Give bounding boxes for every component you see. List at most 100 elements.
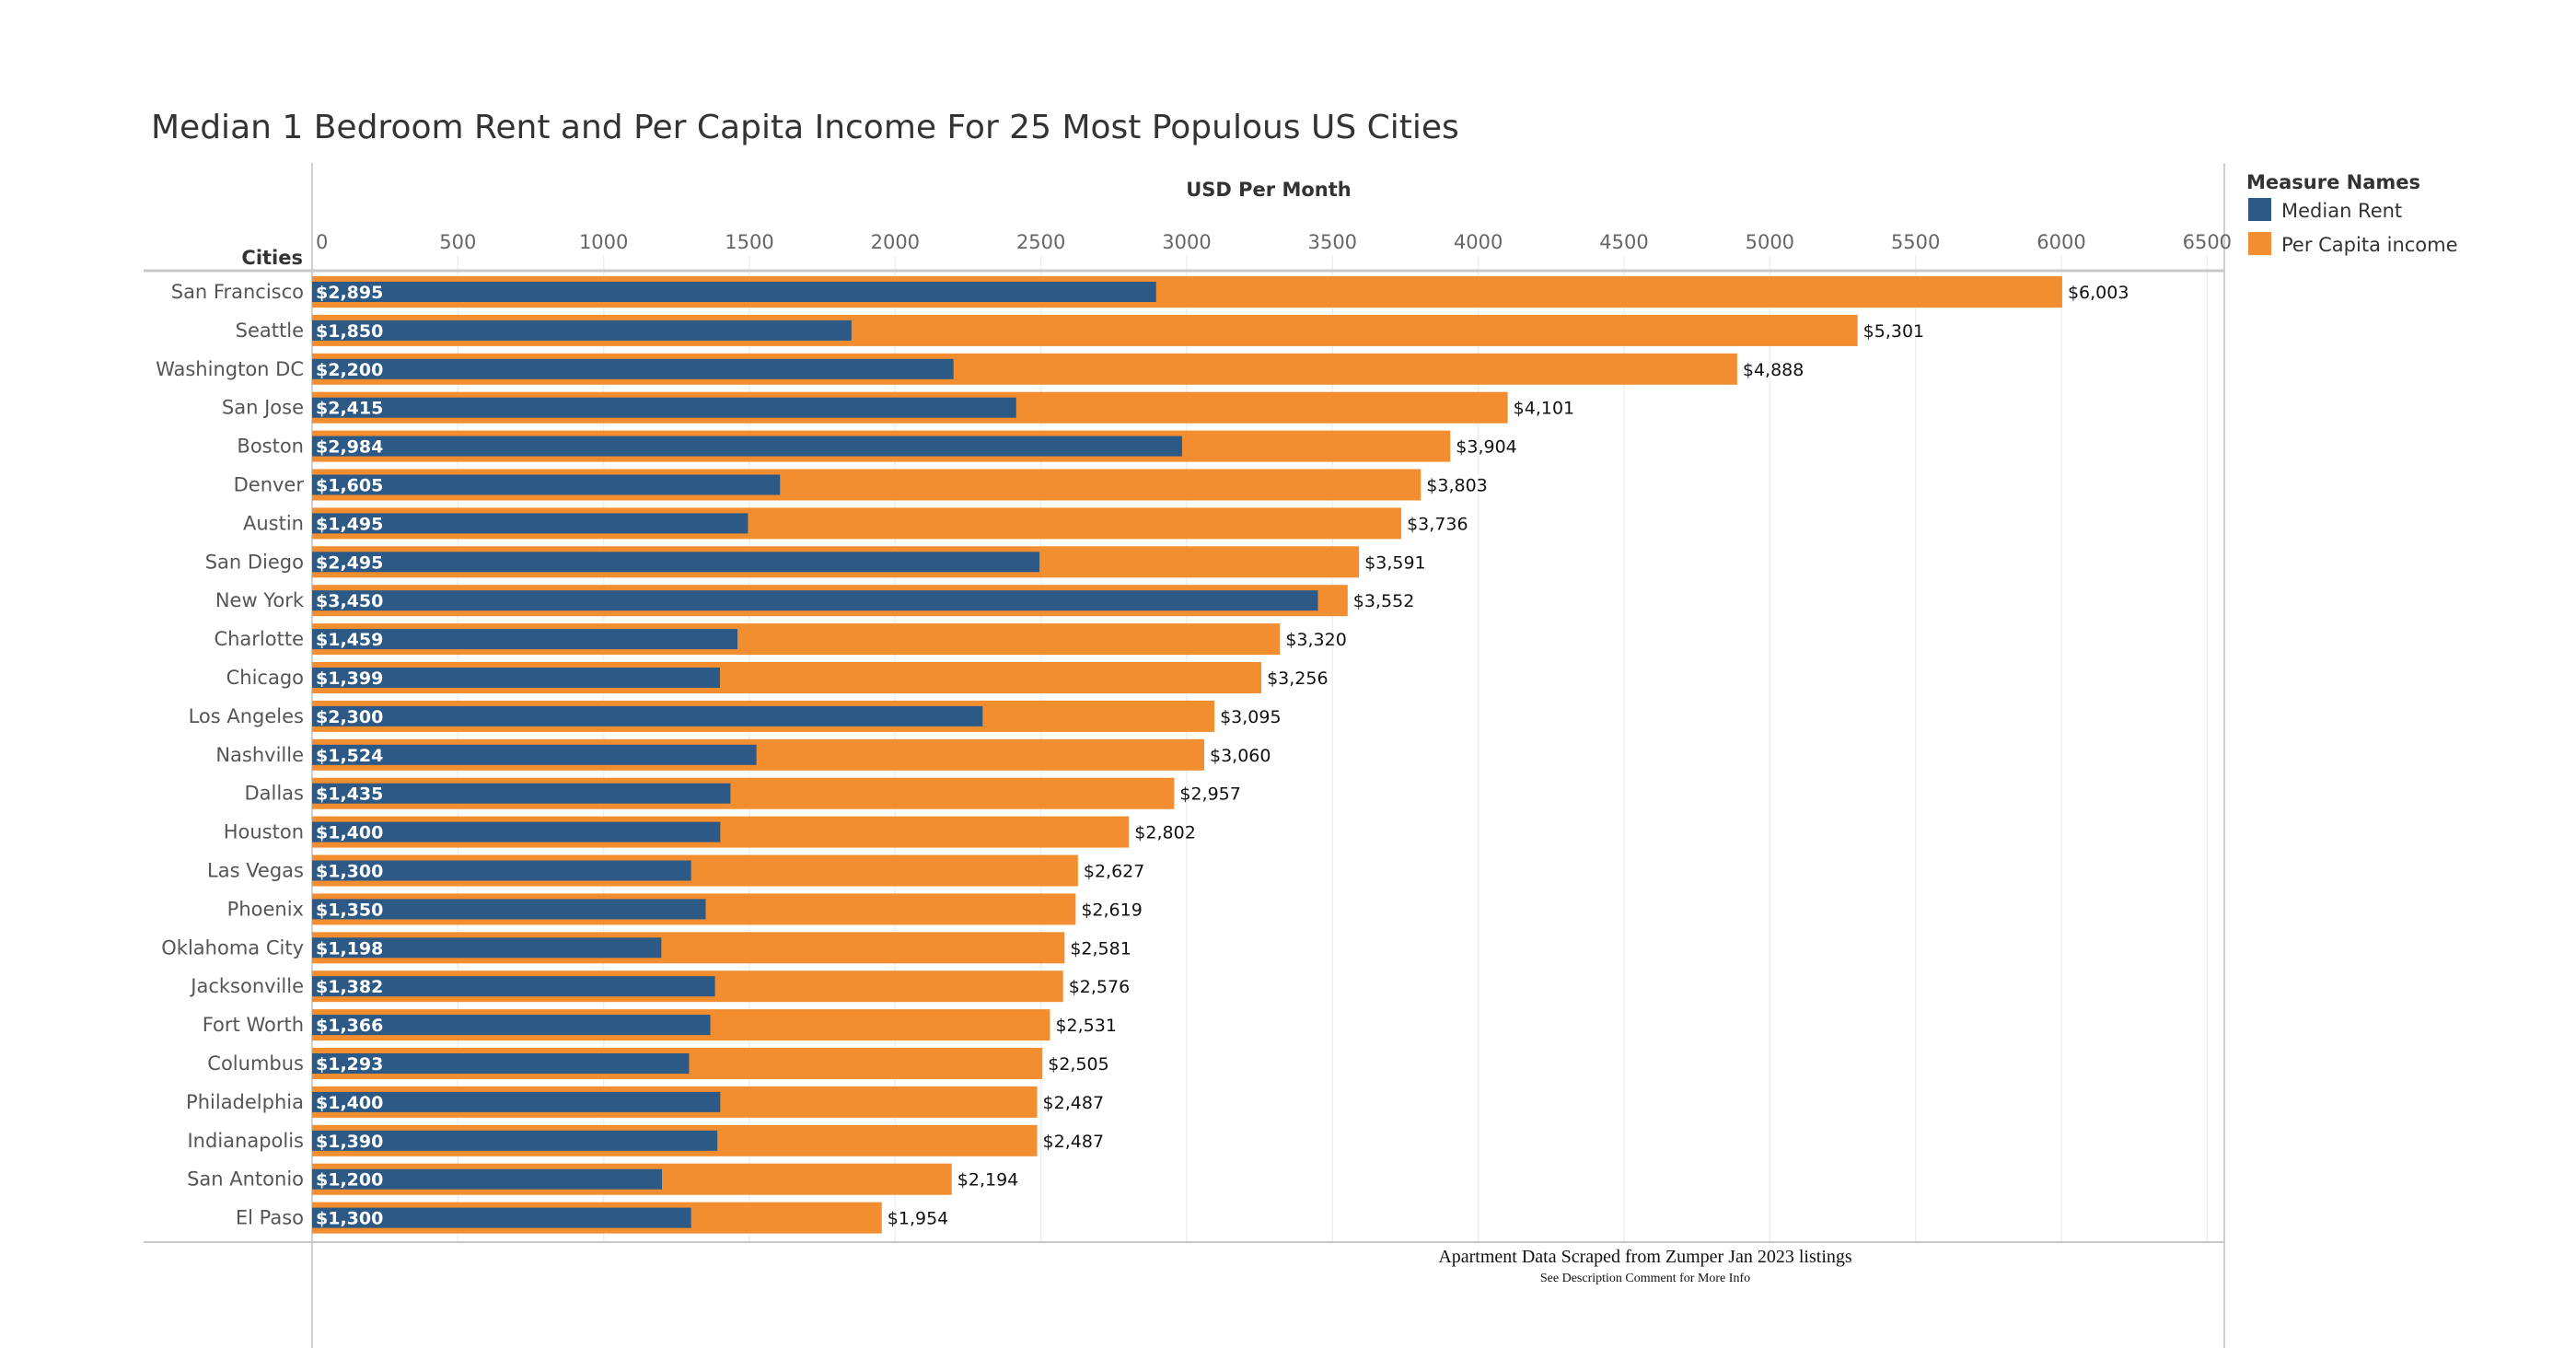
- bar-row[interactable]: $2,984 $3,904: [312, 430, 1517, 462]
- data-label-per-capita-income: $4,101: [1514, 399, 1574, 419]
- bar-row[interactable]: $1,293 $2,505: [312, 1048, 1109, 1079]
- bar-row[interactable]: $1,300 $1,954: [312, 1202, 948, 1234]
- bar-row[interactable]: $1,382 $2,576: [312, 970, 1130, 1003]
- data-label-per-capita-income: $2,487: [1043, 1132, 1104, 1152]
- y-category-label: Charlotte: [214, 628, 304, 650]
- x-tick-label: 1500: [725, 231, 773, 253]
- x-tick-label: 2000: [871, 231, 920, 253]
- data-label-per-capita-income: $3,095: [1220, 707, 1281, 727]
- bar-row[interactable]: $1,400 $2,487: [312, 1086, 1104, 1118]
- data-label-per-capita-income: $3,552: [1353, 591, 1414, 611]
- data-label-per-capita-income: $2,531: [1055, 1016, 1116, 1036]
- bar-median-rent[interactable]: [312, 783, 731, 804]
- bar-row[interactable]: $2,300 $3,095: [312, 700, 1282, 732]
- legend-swatch-per-capita-income[interactable]: [2248, 232, 2271, 255]
- y-category-label: Los Angeles: [189, 705, 304, 727]
- y-category-label: Philadelphia: [186, 1091, 304, 1113]
- bar-row[interactable]: $1,524 $3,060: [312, 738, 1271, 771]
- data-label-median-rent: $1,524: [316, 746, 383, 766]
- legend-label-per-capita-income[interactable]: Per Capita income: [2281, 234, 2458, 256]
- x-tick-label: 6500: [2183, 231, 2232, 253]
- data-label-median-rent: $1,399: [316, 668, 383, 689]
- bar-row[interactable]: $1,399 $3,256: [312, 662, 1329, 693]
- bar-row[interactable]: $1,605 $3,803: [312, 469, 1488, 501]
- legend-title: Measure Names: [2246, 171, 2420, 193]
- data-label-median-rent: $1,435: [316, 784, 383, 805]
- data-label-median-rent: $1,400: [316, 823, 383, 843]
- bar-row[interactable]: $2,495 $3,591: [312, 546, 1426, 578]
- y-category-label: El Paso: [236, 1207, 304, 1229]
- bar-median-rent[interactable]: [312, 590, 1318, 611]
- bar-row[interactable]: $1,366 $2,531: [312, 1009, 1117, 1041]
- x-tick-label: 6000: [2036, 231, 2085, 253]
- bar-median-rent[interactable]: [312, 1207, 691, 1228]
- data-label-median-rent: $1,459: [316, 630, 383, 650]
- bar-median-rent[interactable]: [312, 552, 1040, 573]
- bar-row[interactable]: $2,200 $4,888: [312, 353, 1804, 385]
- y-category-label: Phoenix: [227, 898, 304, 920]
- chart-title: Median 1 Bedroom Rent and Per Capita Inc…: [151, 109, 1459, 146]
- y-category-label: San Francisco: [171, 281, 304, 303]
- bar-median-rent[interactable]: [312, 821, 721, 842]
- bar-median-rent[interactable]: [312, 705, 983, 726]
- bar-row[interactable]: $1,300 $2,627: [312, 854, 1144, 887]
- bars: $2,895 $6,003 $1,850 $5,301 $2,200 $4,888 $2,4…: [312, 276, 2129, 1234]
- x-tick-label: 5000: [1746, 231, 1794, 253]
- y-category-label: San Antonio: [187, 1168, 304, 1191]
- bar-row[interactable]: $1,390 $2,487: [312, 1124, 1104, 1156]
- bar-median-rent[interactable]: [312, 513, 748, 534]
- data-label-median-rent: $2,200: [316, 360, 383, 380]
- legend-swatch-median-rent[interactable]: [2248, 198, 2271, 221]
- bar-row[interactable]: $1,495 $3,736: [312, 507, 1468, 540]
- bar-median-rent[interactable]: [312, 436, 1182, 457]
- data-label-median-rent: $2,415: [316, 399, 383, 419]
- category-labels: San Francisco Seattle Washington DC San Jos…: [156, 281, 305, 1229]
- bar-row[interactable]: $1,198 $2,581: [312, 932, 1131, 964]
- bar-median-rent[interactable]: [312, 1130, 718, 1151]
- data-label-per-capita-income: $1,954: [888, 1209, 948, 1229]
- bar-median-rent[interactable]: [312, 1015, 711, 1036]
- data-label-per-capita-income: $2,194: [957, 1170, 1018, 1191]
- data-label-median-rent: $1,382: [316, 977, 383, 997]
- bar-row[interactable]: $1,400 $2,802: [312, 816, 1196, 848]
- bar-median-rent[interactable]: [312, 1091, 721, 1112]
- bar-median-rent[interactable]: [312, 860, 691, 881]
- data-label-per-capita-income: $5,301: [1863, 321, 1924, 342]
- data-label-median-rent: $1,495: [316, 514, 383, 534]
- bar-median-rent[interactable]: [312, 282, 1156, 302]
- bar-row[interactable]: $1,435 $2,957: [312, 777, 1241, 809]
- x-tick-label: 3500: [1308, 231, 1357, 253]
- legend-label-median-rent[interactable]: Median Rent: [2281, 200, 2402, 222]
- legend: Measure Names Median Rent Per Capita inc…: [2246, 171, 2458, 256]
- bar-median-rent[interactable]: [312, 976, 715, 997]
- data-label-median-rent: $2,984: [316, 437, 383, 458]
- x-tick-label: 500: [439, 231, 476, 253]
- bar-median-rent[interactable]: [312, 744, 757, 765]
- bar-row[interactable]: $1,459 $3,320: [312, 623, 1347, 656]
- bar-median-rent[interactable]: [312, 397, 1016, 418]
- bar-row[interactable]: $1,200 $2,194: [312, 1163, 1018, 1195]
- bar-median-rent[interactable]: [312, 358, 954, 379]
- bar-row[interactable]: $1,350 $2,619: [312, 893, 1143, 925]
- data-label-per-capita-income: $3,803: [1426, 476, 1487, 496]
- data-label-per-capita-income: $4,888: [1743, 360, 1804, 380]
- bar-median-rent[interactable]: [312, 629, 738, 650]
- bar-row[interactable]: $1,850 $5,301: [312, 314, 1924, 346]
- bar-median-rent[interactable]: [312, 899, 706, 920]
- bar-median-rent[interactable]: [312, 937, 662, 959]
- y-category-label: Boston: [237, 436, 304, 458]
- bar-row[interactable]: $2,895 $6,003: [312, 276, 2129, 308]
- bar-median-rent[interactable]: [312, 1168, 662, 1190]
- x-tick-label: 5500: [1891, 231, 1940, 253]
- bar-median-rent[interactable]: [312, 1053, 690, 1074]
- data-label-median-rent: $2,495: [316, 552, 383, 573]
- bar-row[interactable]: $2,415 $4,101: [312, 391, 1574, 424]
- data-label-per-capita-income: $3,591: [1364, 552, 1425, 573]
- y-category-label: San Jose: [222, 397, 304, 419]
- bar-median-rent[interactable]: [312, 668, 721, 688]
- x-tick-label: 4000: [1454, 231, 1503, 253]
- bar-median-rent[interactable]: [312, 474, 781, 495]
- data-label-median-rent: $3,450: [316, 591, 383, 611]
- bar-row[interactable]: $3,450 $3,552: [312, 585, 1414, 617]
- bar-median-rent[interactable]: [312, 320, 852, 341]
